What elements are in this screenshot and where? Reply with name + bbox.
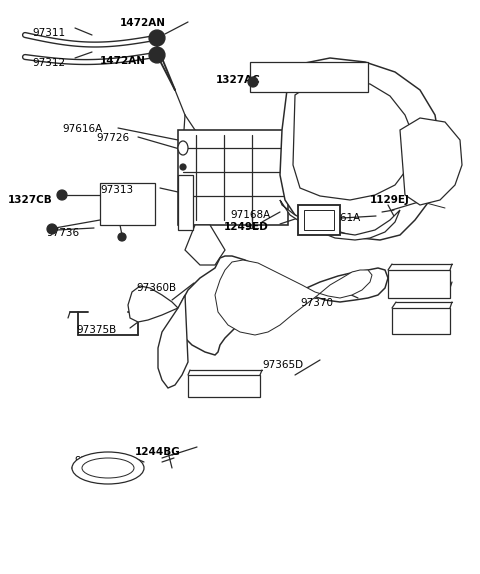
Text: 1472AN: 1472AN: [100, 56, 146, 66]
Bar: [388, 270, 450, 298]
Polygon shape: [280, 200, 400, 240]
Text: 97161A: 97161A: [320, 213, 360, 223]
Text: 97360B: 97360B: [136, 283, 176, 293]
Polygon shape: [400, 118, 462, 205]
Text: 1249ED: 1249ED: [224, 222, 269, 232]
Text: 97366: 97366: [394, 288, 427, 298]
Text: 97312: 97312: [32, 58, 65, 68]
Circle shape: [149, 30, 165, 46]
Circle shape: [57, 190, 67, 200]
Circle shape: [47, 224, 57, 234]
Text: 97168A: 97168A: [230, 210, 270, 220]
Text: 97311: 97311: [32, 28, 65, 38]
Polygon shape: [293, 80, 415, 200]
Bar: [100, 183, 155, 225]
Text: 97365D: 97365D: [262, 360, 303, 370]
Polygon shape: [128, 286, 178, 322]
Bar: [298, 205, 340, 235]
Ellipse shape: [82, 458, 134, 478]
Text: 97370: 97370: [300, 298, 333, 308]
Text: 97726: 97726: [96, 133, 129, 143]
Bar: [304, 210, 334, 230]
Text: 1327CB: 1327CB: [8, 195, 53, 205]
Polygon shape: [178, 256, 388, 355]
Bar: [250, 62, 368, 92]
Polygon shape: [215, 260, 372, 335]
Text: 97375B: 97375B: [76, 325, 116, 335]
Circle shape: [118, 233, 126, 241]
Text: 1129EJ: 1129EJ: [370, 195, 410, 205]
Text: 97313: 97313: [100, 185, 133, 195]
Circle shape: [149, 47, 165, 63]
Ellipse shape: [178, 141, 188, 155]
Circle shape: [180, 164, 186, 170]
Ellipse shape: [72, 452, 144, 484]
Text: 97616A: 97616A: [62, 124, 102, 134]
Text: 1472AN: 1472AN: [120, 18, 166, 28]
Bar: [188, 375, 260, 397]
Text: 1327AC: 1327AC: [216, 75, 261, 85]
Polygon shape: [185, 225, 225, 265]
Text: 97736: 97736: [46, 228, 79, 238]
Text: 97655A: 97655A: [74, 456, 114, 466]
Polygon shape: [178, 175, 193, 230]
Bar: [178, 130, 288, 225]
Polygon shape: [280, 58, 440, 240]
Circle shape: [248, 77, 258, 87]
Bar: [392, 308, 450, 334]
Polygon shape: [158, 295, 188, 388]
Text: 1244BG: 1244BG: [135, 447, 181, 457]
